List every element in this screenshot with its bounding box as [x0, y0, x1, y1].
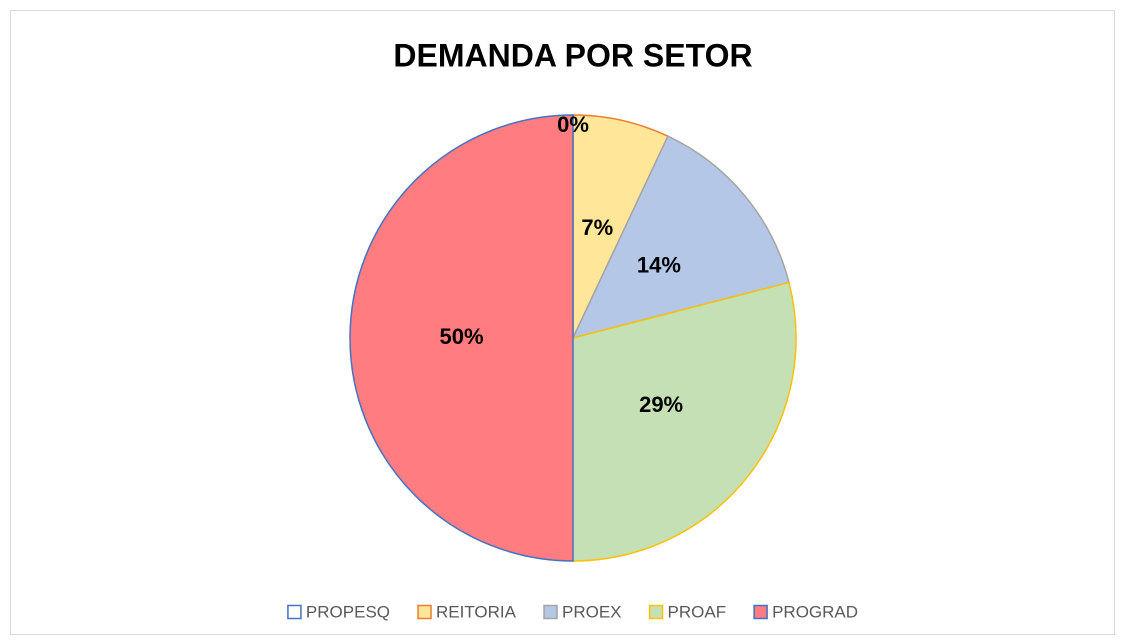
- legend-label: PROAF: [668, 602, 727, 621]
- data-label: 7%: [581, 215, 613, 240]
- data-label: 29%: [639, 392, 683, 417]
- data-label: 14%: [637, 253, 681, 278]
- chart-title: DEMANDA POR SETOR: [393, 37, 752, 73]
- legend-swatch: [543, 604, 558, 620]
- pie-slice: [349, 114, 574, 562]
- data-label: 0%: [557, 112, 589, 137]
- legend-label: REITORIA: [436, 602, 517, 621]
- legend-swatch: [287, 604, 302, 620]
- pie-slice: [572, 281, 797, 562]
- legend-label: PROGRAD: [772, 602, 858, 621]
- legend-swatch: [648, 604, 664, 620]
- legend-swatch: [753, 604, 768, 620]
- pie-slice: [571, 135, 790, 340]
- legend-label: PROPESQ: [306, 602, 390, 621]
- legend-label: PROEX: [562, 602, 622, 621]
- legend-swatch: [417, 604, 432, 620]
- data-label: 50%: [439, 324, 483, 349]
